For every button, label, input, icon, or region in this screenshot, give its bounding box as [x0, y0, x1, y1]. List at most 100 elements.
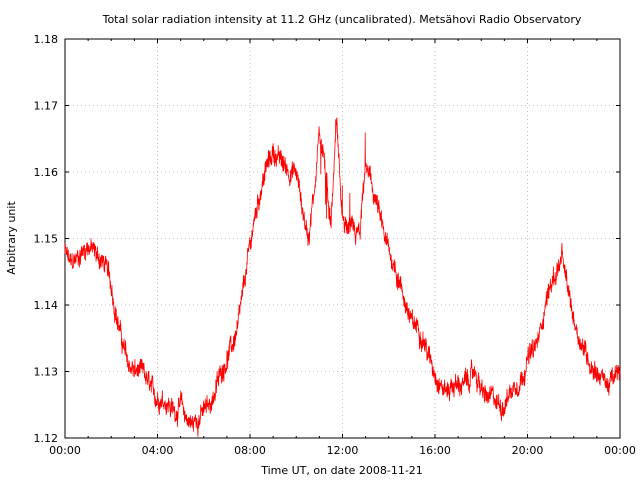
- y-tick-label: 1.13: [34, 366, 59, 379]
- data-point: [394, 265, 395, 266]
- data-point: [267, 165, 268, 166]
- data-point: [481, 391, 482, 392]
- data-point: [614, 378, 615, 379]
- data-point: [336, 118, 337, 119]
- data-point: [579, 338, 580, 339]
- data-point: [93, 251, 94, 252]
- data-point: [365, 165, 366, 166]
- y-tick-label: 1.14: [34, 299, 59, 312]
- data-point: [151, 391, 152, 392]
- data-point: [440, 384, 441, 385]
- y-axis-label: Arbitrary unit: [5, 201, 18, 275]
- data-point: [226, 358, 227, 359]
- data-point: [608, 384, 609, 385]
- data-point: [463, 384, 464, 385]
- data-point: [163, 398, 164, 399]
- data-point: [510, 391, 511, 392]
- series-layer: [64, 117, 621, 437]
- data-point: [538, 338, 539, 339]
- y-tick-label: 1.16: [34, 166, 59, 179]
- data-point: [284, 165, 285, 166]
- data-point: [492, 398, 493, 399]
- y-axis-tick-labels: 1.12 1.13 1.14 1.15 1.16 1.17 1.18: [34, 33, 59, 445]
- data-point: [278, 158, 279, 159]
- data-point: [197, 417, 198, 418]
- y-tick-label: 1.18: [34, 33, 59, 46]
- grid: [65, 39, 620, 438]
- data-point: [550, 284, 551, 285]
- data-point: [313, 198, 314, 199]
- y-tick-label: 1.15: [34, 233, 59, 246]
- data-point: [486, 398, 487, 399]
- data-point: [446, 391, 447, 392]
- data-point: [307, 238, 308, 239]
- data-point: [76, 258, 77, 259]
- data-point: [469, 378, 470, 379]
- data-point: [371, 185, 372, 186]
- data-point: [533, 351, 534, 352]
- data-point: [348, 231, 349, 232]
- data-point: [411, 324, 412, 325]
- data-point: [544, 304, 545, 305]
- y-tick-label: 1.17: [34, 100, 59, 113]
- chart-title: Total solar radiation intensity at 11.2 …: [102, 13, 582, 26]
- data-point: [475, 371, 476, 372]
- x-tick-label: 00:00: [49, 444, 81, 457]
- data-point: [452, 384, 453, 385]
- data-point: [353, 231, 354, 232]
- data-point: [301, 205, 302, 206]
- data-point: [423, 338, 424, 339]
- data-point: [330, 225, 331, 226]
- data-point: [590, 364, 591, 365]
- data-point: [174, 411, 175, 412]
- data-point: [273, 151, 274, 152]
- data-point: [232, 344, 233, 345]
- data-point: [562, 258, 563, 259]
- data-point: [186, 417, 187, 418]
- x-tick-label: 20:00: [512, 444, 544, 457]
- data-point: [504, 404, 505, 405]
- data-point: [209, 404, 210, 405]
- data-point: [417, 324, 418, 325]
- data-point: [585, 351, 586, 352]
- axis-ticks: [64, 38, 621, 439]
- data-point: [429, 358, 430, 359]
- data-point: [596, 371, 597, 372]
- y-tick-label: 1.12: [34, 432, 59, 445]
- data-point: [180, 404, 181, 405]
- data-point: [134, 371, 135, 372]
- data-point: [203, 411, 204, 412]
- data-point: [99, 258, 100, 259]
- data-point: [168, 404, 169, 405]
- data-point: [458, 384, 459, 385]
- x-axis-label: Time UT, on date 2008-11-21: [260, 464, 423, 477]
- data-point: [192, 424, 193, 425]
- x-tick-label: 12:00: [327, 444, 359, 457]
- x-tick-label: 04:00: [142, 444, 174, 457]
- data-point: [105, 265, 106, 266]
- x-tick-label: 16:00: [419, 444, 451, 457]
- data-point: [215, 391, 216, 392]
- data-point: [261, 185, 262, 186]
- data-point: [70, 265, 71, 266]
- data-point: [527, 358, 528, 359]
- data-point: [88, 245, 89, 246]
- data-point: [290, 171, 291, 172]
- data-point: [400, 284, 401, 285]
- data-point: [573, 318, 574, 319]
- data-point: [521, 378, 522, 379]
- data-point: [238, 324, 239, 325]
- data-point: [82, 251, 83, 252]
- data-point: [434, 371, 435, 372]
- data-point: [388, 251, 389, 252]
- data-point: [122, 344, 123, 345]
- data-point: [319, 132, 320, 133]
- data-point: [556, 271, 557, 272]
- x-axis-tick-labels: 00:00 04:00 08:00 12:00 16:00 20:00 00:00: [49, 444, 636, 457]
- data-point: [140, 371, 141, 372]
- data-point: [619, 371, 620, 372]
- data-point: [157, 398, 158, 399]
- data-point: [325, 171, 326, 172]
- data-point: [249, 245, 250, 246]
